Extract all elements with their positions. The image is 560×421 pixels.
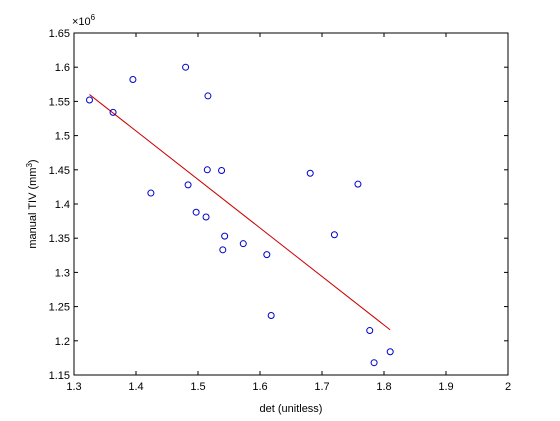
tick-marks [73, 32, 509, 376]
y-tick-label: 1.45 [49, 165, 70, 177]
data-points [86, 63, 394, 367]
data-point [192, 208, 200, 216]
plot-area: 1.3 1.4 1.5 1.6 1.7 1.8 1.9 2 1.151.21.251.31.3… [49, 28, 511, 393]
y-tick-label: 1.6 [55, 62, 70, 74]
data-point [239, 240, 247, 248]
data-point [370, 359, 378, 367]
fit-line [89, 94, 391, 331]
data-point [204, 92, 212, 100]
data-point [219, 246, 227, 254]
x-tick-label: 1.3 [66, 381, 81, 393]
data-point [218, 166, 226, 174]
y-tick-label: 1.4 [55, 199, 70, 211]
data-point [182, 63, 190, 71]
data-point [147, 189, 155, 197]
y-tick-label: 1.15 [49, 370, 70, 382]
y-tick-label: 1.35 [49, 233, 70, 245]
data-point [386, 348, 394, 356]
y-tick-label: 1.25 [49, 302, 70, 314]
data-point [354, 180, 362, 188]
y-tick-labels: 1.15 1.2 1.25 1.3 1.35 1.4 1.45 1.5 1.55 1.6 1.65 [49, 28, 70, 382]
y-tick-label: 1.3 [55, 267, 70, 279]
fit-line-group [89, 94, 391, 331]
y-tick-label: 1.5 [55, 131, 70, 143]
data-point [109, 108, 117, 116]
data-point [129, 76, 137, 84]
data-point [203, 166, 211, 174]
x-tick-label: 1.4 [128, 381, 143, 393]
y-tick-label: 1.55 [49, 96, 70, 108]
data-point [267, 311, 275, 319]
x-tick-label: 1.5 [190, 381, 205, 393]
data-point [330, 231, 338, 239]
x-tick-label: 1.6 [252, 381, 267, 393]
x-tick-labels: 1.3 1.4 1.5 1.6 1.7 1.8 1.9 2 [66, 381, 511, 393]
y-multiplier: ×106 [72, 13, 96, 28]
data-point [202, 213, 210, 221]
x-tick-label: 1.7 [314, 381, 329, 393]
data-point [306, 169, 314, 177]
data-point [221, 232, 229, 240]
data-point [263, 251, 271, 259]
x-tick-label: 1.9 [438, 381, 453, 393]
x-axis-label: det (unitless) [260, 403, 323, 415]
y-tick-label: 1.2 [55, 336, 70, 348]
data-point [366, 327, 374, 335]
data-point [86, 96, 93, 104]
data-point [184, 181, 192, 189]
x-tick-label: 1.8 [376, 381, 391, 393]
x-tick-label: 2 [505, 381, 511, 393]
y-tick-label: 1.65 [49, 28, 70, 40]
y-axis-label: manual TIV (mm3) [25, 159, 39, 248]
